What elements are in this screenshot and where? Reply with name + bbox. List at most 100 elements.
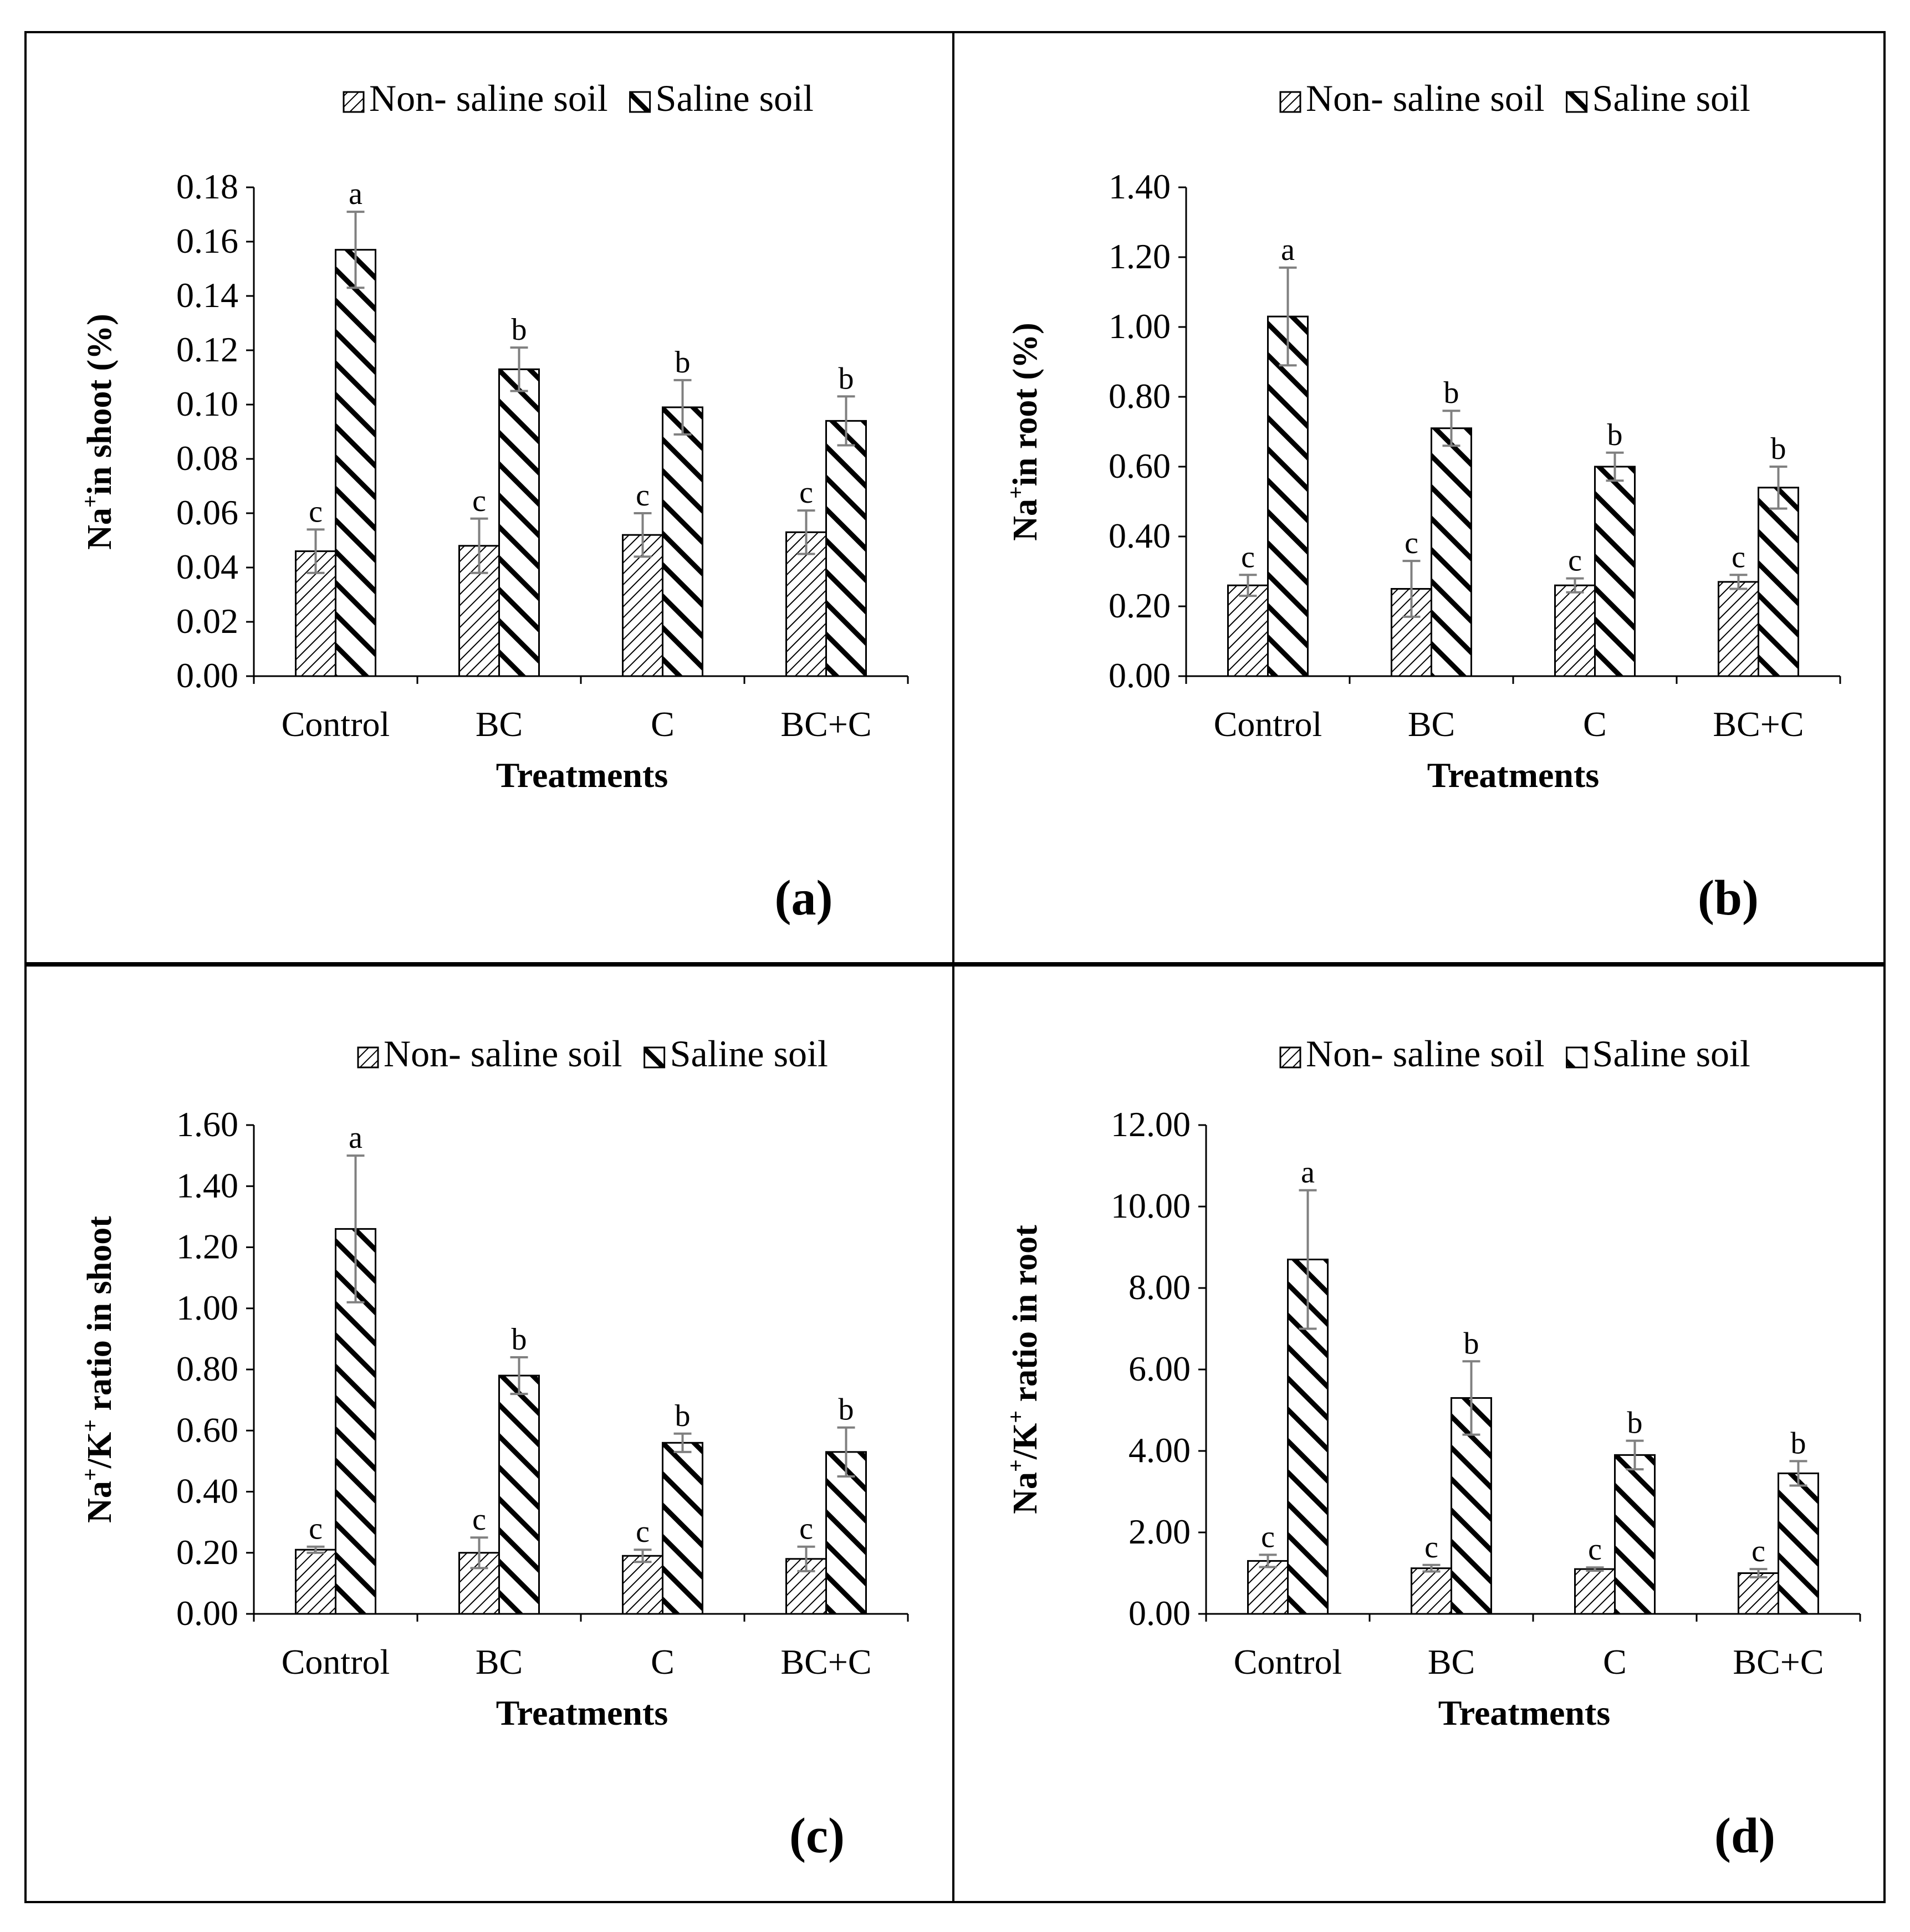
y-title-part: Na	[81, 1481, 119, 1523]
y-tick-label: 0.20	[176, 1532, 238, 1572]
significance-letter: b	[1771, 432, 1786, 466]
significance-letter: b	[675, 345, 691, 380]
y-tick-label: 0.60	[176, 1410, 238, 1449]
legend-swatch-non-saline	[1279, 91, 1301, 113]
y-title-part: Na	[1007, 1472, 1044, 1514]
x-tick-label: BC+C	[1733, 1642, 1824, 1681]
y-tick-label: 0.80	[1109, 376, 1171, 416]
significance-letter: c	[799, 476, 813, 510]
legend-label-non-saline: Non- saline soil	[1306, 77, 1545, 119]
legend-swatch-saline	[629, 91, 651, 113]
significance-letter: b	[839, 1393, 854, 1427]
y-tick-label: 0.16	[176, 221, 238, 260]
legend-label-saline: Saline soil	[1592, 1033, 1750, 1075]
x-tick-label: C	[651, 704, 675, 744]
legend-label-saline: Saline soil	[656, 77, 814, 119]
superscript: +	[1003, 1459, 1028, 1472]
significance-letter: b	[1464, 1326, 1479, 1361]
superscript: +	[1003, 1410, 1028, 1423]
y-title-part: ratio in root	[1007, 1225, 1044, 1410]
panel-a: 0.00 0.02 0.04 0.06 0.08 0.10 0.12 0.14 0.16 0.18…	[78, 77, 909, 926]
y-tick-label: 1.60	[176, 1105, 238, 1144]
x-tick-label: BC+C	[780, 704, 871, 744]
significance-letter: c	[1261, 1520, 1275, 1554]
significance-letter: c	[1732, 540, 1745, 574]
panel-a-border	[24, 31, 954, 964]
superscript: +	[78, 1468, 103, 1481]
y-tick-label: 12.00	[1111, 1105, 1191, 1144]
y-tick-label: 0.00	[1128, 1593, 1191, 1633]
significance-letter: c	[1241, 540, 1255, 574]
significance-letter: c	[472, 484, 486, 518]
y-tick-label: 1.20	[1109, 237, 1171, 276]
x-axis-title: Treatments	[496, 1693, 668, 1732]
y-tick-label: 0.40	[1109, 516, 1171, 555]
significance-letter: a	[349, 1121, 362, 1155]
bar-non-saline	[1411, 1567, 1452, 1615]
significance-letter: b	[1627, 1406, 1643, 1440]
x-tick-label: Control	[282, 1642, 390, 1681]
y-tick-label: 6.00	[1128, 1349, 1191, 1388]
x-axis-title: Treatments	[496, 755, 668, 795]
legend-label-saline: Saline soil	[670, 1033, 828, 1075]
legend: Non- saline soil Saline soil	[357, 1033, 828, 1075]
x-tick-label: Control	[1214, 704, 1322, 744]
significance-letter: b	[512, 313, 527, 347]
y-tick-label: 0.04	[176, 547, 238, 586]
bar-non-saline	[1247, 1560, 1289, 1615]
y-tick-label: 0.14	[176, 275, 238, 315]
y-tick-label: 1.00	[1109, 306, 1171, 346]
legend-swatch-non-saline	[357, 1046, 379, 1069]
y-title-part: /K	[81, 1432, 119, 1469]
y-tick-label: 2.00	[1128, 1512, 1191, 1551]
y-tick-label: 1.40	[176, 1166, 238, 1205]
panel-label: (b)	[1698, 871, 1759, 926]
panel-b-border	[952, 31, 1886, 964]
x-tick-label: C	[651, 1642, 675, 1681]
bar-saline	[662, 1442, 703, 1615]
legend: Non- saline soil Saline soil	[1279, 1033, 1750, 1075]
y-tick-label: 0.00	[176, 656, 238, 695]
significance-letter: c	[1424, 1530, 1438, 1565]
significance-letter: b	[1607, 418, 1623, 452]
panel-label: (d)	[1714, 1808, 1775, 1863]
x-tick-label: BC	[476, 1642, 523, 1681]
bar-saline	[825, 1451, 867, 1615]
y-title-part: Na	[1007, 499, 1044, 541]
significance-letter: c	[636, 1515, 650, 1549]
legend-label-saline: Saline soil	[1592, 77, 1750, 119]
panel-c-border	[24, 964, 954, 1903]
bar-non-saline	[785, 531, 827, 677]
y-tick-label: 8.00	[1128, 1267, 1191, 1307]
x-axis-title: Treatments	[1427, 755, 1599, 795]
y-tick-label: 0.12	[176, 330, 238, 369]
legend-swatch-non-saline	[1279, 1046, 1301, 1069]
significance-letter: c	[1751, 1534, 1765, 1568]
y-tick-label: 10.00	[1111, 1186, 1191, 1225]
x-tick-label: BC	[476, 704, 523, 744]
x-tick-label: BC	[1428, 1642, 1475, 1681]
y-title-part: /K	[1007, 1423, 1044, 1460]
panel-b: 0.00 0.20 0.40 0.60 0.80 1.00 1.20 1.40 Control B…	[1003, 77, 1841, 926]
significance-letter: c	[309, 494, 323, 529]
bar-saline	[1431, 427, 1472, 677]
bar-non-saline	[622, 534, 663, 677]
y-tick-label: 0.10	[176, 384, 238, 423]
significance-letter: b	[1444, 376, 1459, 410]
significance-letter: b	[839, 361, 854, 396]
x-axis-title: Treatments	[1438, 1693, 1610, 1732]
bar-saline	[498, 368, 540, 677]
x-tick-label: C	[1603, 1642, 1627, 1681]
y-title-part: in shoot (%)	[81, 314, 119, 495]
superscript: +	[78, 1419, 103, 1432]
bar-saline	[1758, 487, 1799, 677]
y-tick-label: 0.08	[176, 438, 238, 478]
panel-c: 0.00 0.20 0.40 0.60 0.80 1.00 1.20 1.40 1.60 Cont…	[78, 1033, 909, 1863]
y-title-part: Na	[81, 508, 119, 550]
x-tick-label: C	[1583, 704, 1607, 744]
significance-letter: c	[1588, 1532, 1602, 1567]
bar-saline	[825, 420, 867, 677]
significance-letter: c	[636, 478, 650, 513]
y-tick-label: 0.60	[1109, 446, 1171, 485]
y-tick-label: 0.00	[176, 1593, 238, 1633]
